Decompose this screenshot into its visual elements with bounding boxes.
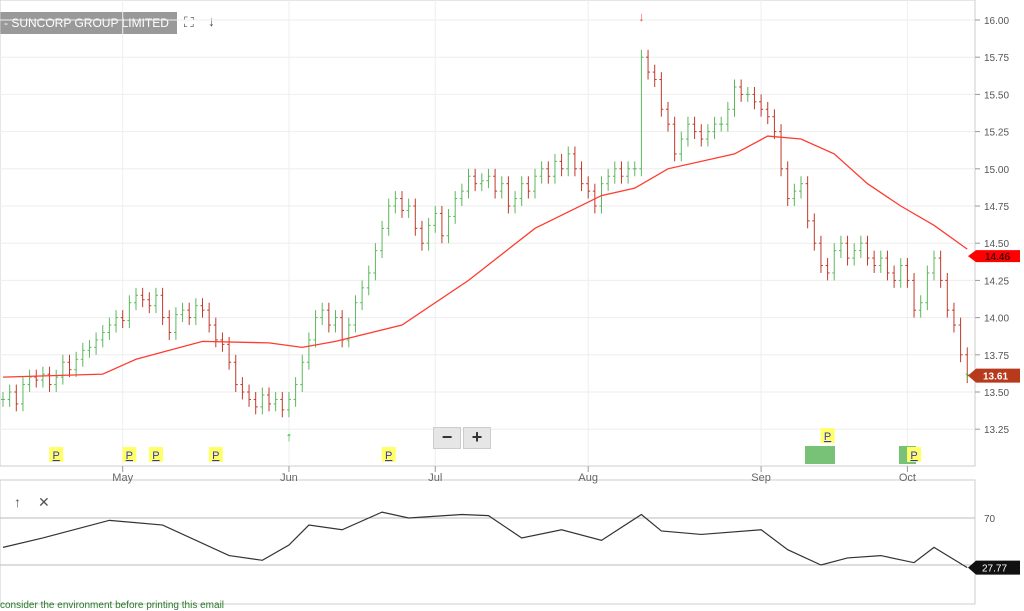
event-badge-label: P (910, 450, 917, 462)
event-badge (907, 447, 922, 462)
y-tick-label: 16.00 (984, 16, 1009, 27)
event-badge-label: P (126, 450, 133, 462)
sell-signal-arrow-icon: ↓ (638, 9, 645, 24)
x-tick-label: Aug (578, 472, 598, 484)
event-badge (49, 447, 64, 462)
ma-value-marker (968, 250, 1020, 263)
last-price-label: 13.61 (983, 372, 1008, 383)
fullscreen-icon[interactable]: ⛶ (184, 14, 194, 30)
y-tick-label: 14.00 (984, 314, 1009, 325)
x-tick-label: Oct (899, 472, 916, 484)
event-badge-label: P (212, 450, 219, 462)
event-badge-label: P (385, 450, 392, 462)
y-tick-label: 14.50 (984, 239, 1009, 250)
event-badge (381, 447, 396, 462)
event-badge-label: P (53, 450, 60, 462)
x-tick-label: Jun (280, 472, 298, 484)
x-tick-label: May (112, 472, 133, 484)
buy-signal-arrow-icon: ↑ (286, 429, 293, 444)
x-tick-label: Jul (428, 472, 442, 484)
rsi-value-marker (968, 560, 1020, 575)
buy-signal-arrow-icon: ↑ (964, 368, 971, 383)
y-tick-label: 14.75 (984, 202, 1009, 213)
y-tick-label: 14.25 (984, 276, 1009, 287)
rsi-value-label: 27.77 (982, 564, 1007, 575)
price-plot-frame (0, 0, 976, 467)
rsi-line (2, 511, 968, 569)
event-badge-label: P (824, 431, 831, 443)
event-badge (820, 428, 835, 443)
footer-text: consider the environment before printing… (0, 600, 225, 611)
y-tick-label: 13.25 (984, 425, 1009, 436)
y-tick-label: 15.50 (984, 90, 1009, 101)
rsi-plot-frame (0, 479, 976, 605)
y-tick-label: 15.75 (984, 53, 1009, 64)
move-up-arrow-icon[interactable]: ↑ (14, 494, 21, 510)
rsi-tick-label: 70 (984, 514, 996, 525)
y-tick-label: 15.25 (984, 128, 1009, 139)
close-x-icon[interactable]: ✕ (38, 494, 50, 510)
event-badge-label: P (152, 450, 159, 462)
last-price-marker (968, 368, 1020, 383)
event-block (805, 446, 835, 464)
download-arrow-icon[interactable]: ↓ (208, 13, 215, 29)
zoom-in-button[interactable]: + (463, 427, 491, 449)
event-badge (208, 447, 223, 462)
moving-average-line (2, 135, 968, 378)
y-tick-label: 15.00 (984, 165, 1009, 176)
event-badge (148, 447, 163, 462)
y-tick-label: 13.50 (984, 388, 1009, 399)
x-tick-label: Sep (751, 472, 771, 484)
zoom-out-button[interactable]: − (433, 427, 461, 449)
event-badge (122, 447, 137, 462)
y-tick-label: 13.75 (984, 351, 1009, 362)
ma-value-label: 14.46 (985, 252, 1010, 263)
